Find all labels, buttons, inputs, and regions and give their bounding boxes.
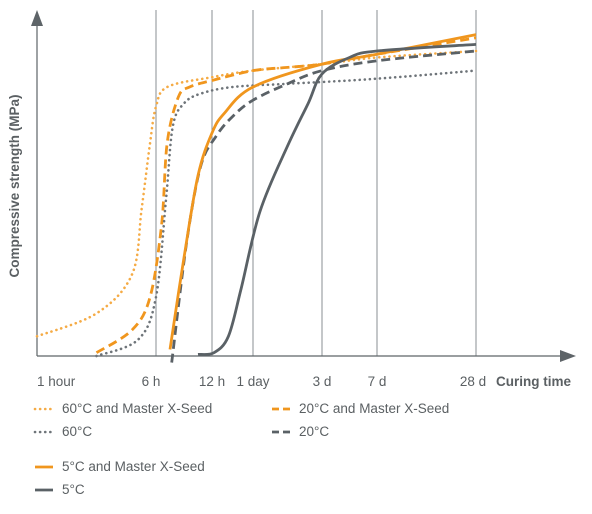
chart-canvas: 1 hour 6 h 12 h 1 day 3 d 7 d 28 d Compressive…: [7, 10, 576, 389]
axes: [31, 10, 576, 362]
legend-item: 5°C and Master X-Seed: [33, 459, 205, 474]
legend-item: 60°C: [33, 424, 92, 439]
gridlines: [155, 10, 477, 356]
series-line-5: [197, 43, 477, 356]
legend-label: 60°C: [62, 424, 93, 439]
x-tick-label: 3 d: [313, 374, 332, 389]
y-axis-title: Compressive strength (MPa): [7, 94, 22, 277]
legend-label: 20°C and Master X-Seed: [299, 401, 450, 416]
x-tick-label: 28 d: [460, 374, 486, 389]
x-tick-label: 12 h: [199, 374, 225, 389]
legend-item: 20°C: [270, 424, 329, 439]
x-tick-label: 6 h: [142, 374, 161, 389]
series-line-1: [95, 36, 477, 354]
series-group: [35, 33, 478, 363]
legend-swatch: [35, 488, 53, 491]
x-tick-label: 1 day: [236, 374, 269, 389]
x-axis-arrow: [560, 350, 576, 362]
y-axis-arrow: [31, 10, 43, 26]
legend-swatch: [33, 430, 55, 433]
legend-swatch: [272, 430, 290, 433]
legend-swatch: [35, 465, 53, 468]
x-axis-title: Curing time: [496, 374, 571, 389]
legend-label: 20°C: [299, 424, 330, 439]
series-line-4: [168, 33, 477, 350]
legend-label: 5°C and Master X-Seed: [62, 459, 205, 474]
legend-item: 60°C and Master X-Seed: [33, 401, 212, 416]
legend-label: 60°C and Master X-Seed: [62, 401, 213, 416]
series-line-0: [35, 49, 478, 338]
legend-swatch: [33, 407, 55, 410]
legend-swatch: [272, 407, 290, 410]
legend-label: 5°C: [62, 482, 85, 497]
legend-item: 20°C and Master X-Seed: [270, 401, 449, 416]
series-line-2: [95, 69, 478, 358]
series-line-3: [170, 49, 477, 363]
tick-labels: 1 hour 6 h 12 h 1 day 3 d 7 d 28 d: [37, 374, 486, 389]
x-tick-label: 7 d: [368, 374, 387, 389]
legend-item: 5°C: [33, 482, 85, 497]
x-tick-label: 1 hour: [37, 374, 76, 389]
